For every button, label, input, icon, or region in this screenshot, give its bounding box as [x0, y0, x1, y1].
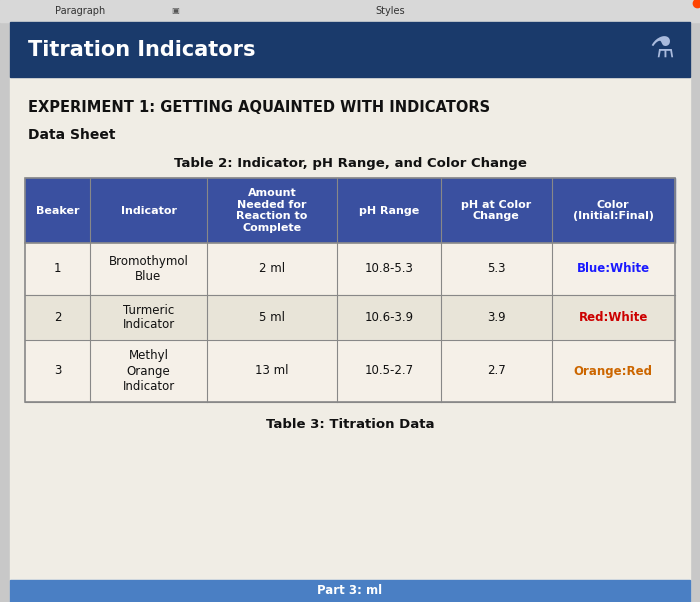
- Text: 13 ml: 13 ml: [256, 364, 288, 377]
- Text: 10.5-2.7: 10.5-2.7: [365, 364, 414, 377]
- Bar: [25, 340, 675, 402]
- Text: Table 2: Indicator, pH Range, and Color Change: Table 2: Indicator, pH Range, and Color …: [174, 157, 526, 170]
- Bar: [25, 295, 675, 340]
- Text: ▣: ▣: [171, 7, 179, 16]
- Text: 5.3: 5.3: [487, 262, 505, 276]
- Text: Bromothymol
Blue: Bromothymol Blue: [108, 255, 188, 283]
- Text: Methyl
Orange
Indicator: Methyl Orange Indicator: [122, 350, 174, 393]
- Text: EXPERIMENT 1: GETTING AQUAINTED WITH INDICATORS: EXPERIMENT 1: GETTING AQUAINTED WITH IND…: [28, 99, 490, 114]
- Bar: [10, 22, 690, 77]
- Text: 2 ml: 2 ml: [259, 262, 285, 276]
- Text: Beaker: Beaker: [36, 205, 79, 216]
- Text: 2.7: 2.7: [487, 364, 505, 377]
- Bar: [25, 178, 675, 243]
- Text: 5 ml: 5 ml: [259, 311, 285, 324]
- Text: Data Sheet: Data Sheet: [28, 128, 116, 142]
- Text: 2: 2: [54, 311, 62, 324]
- Text: 3: 3: [54, 364, 61, 377]
- Text: Orange:Red: Orange:Red: [574, 364, 652, 377]
- Bar: [10, 580, 690, 602]
- Bar: [25, 178, 675, 402]
- Bar: [25, 243, 675, 295]
- Text: Red:White: Red:White: [579, 311, 648, 324]
- Text: pH Range: pH Range: [359, 205, 419, 216]
- Text: Blue:White: Blue:White: [577, 262, 650, 276]
- Text: 3.9: 3.9: [487, 311, 505, 324]
- Text: Styles: Styles: [375, 6, 405, 16]
- Text: Indicator: Indicator: [120, 205, 176, 216]
- Bar: [0, 0, 700, 22]
- Text: Part 3: ml: Part 3: ml: [317, 585, 383, 598]
- Text: Table 3: Titration Data: Table 3: Titration Data: [266, 418, 434, 430]
- Text: Titration Indicators: Titration Indicators: [28, 40, 256, 60]
- Text: 1: 1: [54, 262, 62, 276]
- Text: 10.8-5.3: 10.8-5.3: [365, 262, 414, 276]
- Text: pH at Color
Change: pH at Color Change: [461, 200, 531, 222]
- Text: ⚗: ⚗: [650, 36, 674, 63]
- Text: 10.6-3.9: 10.6-3.9: [365, 311, 414, 324]
- Text: Color
(Initial:Final): Color (Initial:Final): [573, 200, 654, 222]
- Text: Turmeric
Indicator: Turmeric Indicator: [122, 303, 174, 332]
- Text: Amount
Needed for
Reaction to
Complete: Amount Needed for Reaction to Complete: [237, 188, 308, 233]
- Text: Paragraph: Paragraph: [55, 6, 105, 16]
